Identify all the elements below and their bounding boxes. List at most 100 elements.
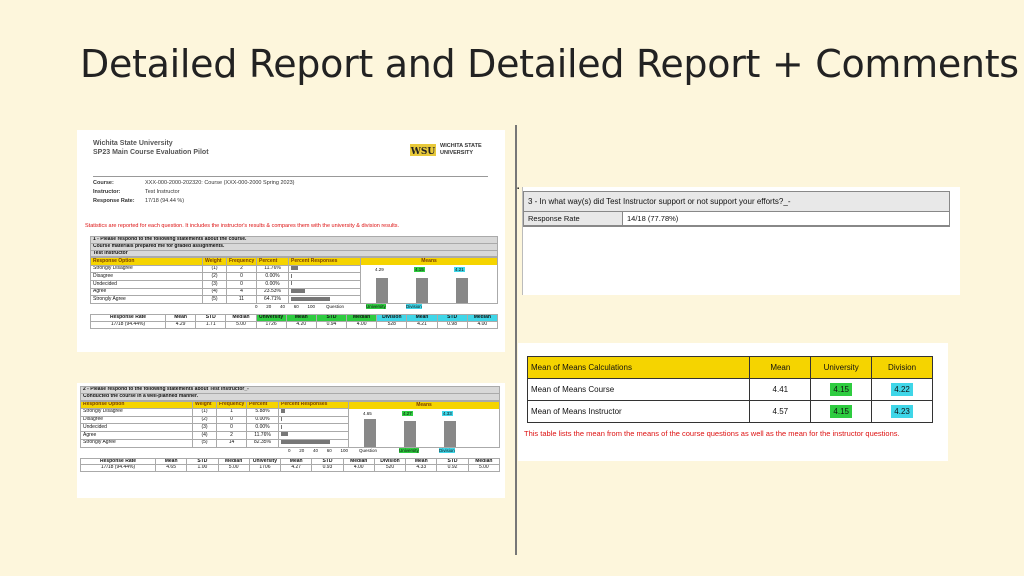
cell-freq: 0 [216, 423, 247, 432]
stats-value: 0.92 [436, 464, 469, 472]
stats-value: 5.00 [467, 464, 501, 472]
stats-value: 0.94 [315, 321, 348, 329]
cell-option: Undecided [80, 423, 193, 432]
mean-of-means-panel: Mean of Means Calculations Mean Universi… [518, 343, 948, 461]
axis-tick: 40 [279, 304, 285, 310]
response-row: Undecided (3) 0 0.00% [80, 423, 349, 432]
cell-pct: 0.00% [246, 415, 279, 425]
stats-header: STD [436, 314, 468, 322]
svg-text:WSU: WSU [410, 147, 435, 157]
means-chart: 4.29 4.15 4.21 [361, 265, 497, 304]
cell-option: Undecided [90, 280, 203, 289]
course-value: XXX-000-2000-202320: Course (XXX-000-200… [145, 180, 295, 186]
stats-value: 0.93 [311, 464, 344, 472]
cell-option: Strongly Agree [80, 438, 193, 448]
percent-bar [281, 432, 289, 437]
stats-header: Median [466, 314, 499, 322]
axis-tick: 20 [299, 447, 305, 453]
percent-bar [281, 440, 331, 445]
stats-header: STD [436, 457, 469, 466]
marker-glyph: ▪ [517, 186, 520, 192]
mom-header-university: University [810, 356, 873, 379]
mean-category-label: Question [326, 304, 345, 310]
stats-value: 1.71 [195, 321, 227, 329]
mom-mean: 4.41 [749, 378, 812, 401]
stats-header: Division [376, 314, 408, 322]
percent-axis: 0 20 40 60 100 [288, 448, 348, 456]
mean-value-label: 4.27 [402, 410, 413, 416]
question-1-table: 1 - Please respond to the following stat… [90, 236, 499, 329]
mean-value-label: 4.15 [414, 267, 425, 273]
stats-header: Median [346, 314, 378, 322]
course-label: Course: [93, 180, 114, 186]
logo-text: WICHITA STATE UNIVERSITY [440, 143, 482, 156]
mom-label: Mean of Means Course [526, 378, 751, 401]
cell-freq: 1 [216, 407, 247, 417]
cell-pct: 11.76% [246, 431, 279, 440]
stats-value: 4.65 [154, 464, 188, 472]
mean-bar [404, 420, 416, 447]
stats-value: 4.00 [342, 464, 375, 472]
percent-axis: 0 20 40 60 100 [255, 304, 315, 312]
cell-percent-bar [278, 423, 349, 432]
cell-pct: 5.88% [246, 407, 279, 417]
response-row: Strongly Disagree (1) 1 5.88% [80, 407, 349, 417]
comments-report-panel: 3 - In what way(s) did Test Instructor s… [522, 187, 960, 295]
stats-header: STD [315, 314, 348, 322]
axis-tick: 100 [307, 304, 315, 310]
cell-percent-bar [288, 272, 361, 282]
stats-header: Mean [406, 314, 438, 322]
rate-label: Response Rate: [93, 198, 135, 204]
cell-percent-bar [278, 407, 349, 417]
shocker-logo-icon: WSU [410, 144, 436, 157]
response-row: Agree (4) 4 23.53% [90, 287, 361, 297]
cell-weight: (5) [202, 295, 227, 305]
axis-tick: 20 [266, 304, 272, 310]
stats-value: 0.98 [436, 321, 468, 329]
cell-freq: 2 [216, 431, 247, 440]
response-row: Agree (4) 2 11.76% [80, 431, 349, 440]
cell-weight: (5) [192, 438, 217, 448]
stats-header: Median [467, 457, 501, 466]
rate-value: 17/18 (94.44 %) [145, 198, 185, 204]
cell-option: Agree [90, 287, 203, 297]
cell-weight: (3) [192, 423, 217, 432]
col-response-option: Response Option [90, 257, 203, 266]
response-row: Disagree (2) 0 0.00% [80, 415, 349, 425]
instructor-label: Instructor: [93, 189, 121, 195]
stats-header: Mean [164, 314, 197, 322]
cell-option: Strongly Disagree [90, 264, 203, 274]
report-header: Wichita State University SP23 Main Cours… [93, 140, 209, 156]
question-title: 2 - Please respond to the following stat… [80, 386, 500, 394]
mean-bar [376, 277, 388, 304]
cell-pct: 0.00% [256, 272, 289, 282]
stats-value: 5.00 [225, 321, 257, 329]
cell-pct: 11.76% [256, 264, 289, 274]
stats-header: STD [311, 457, 344, 466]
cell-freq: 0 [226, 272, 257, 282]
col-percent: Percent [256, 257, 289, 266]
question-title: 1 - Please respond to the following stat… [90, 236, 498, 244]
instructor-value: Test Instructor [145, 189, 180, 195]
stats-value: 4.00 [466, 321, 499, 329]
cell-pct: 82.35% [246, 438, 279, 448]
mom-university: 4.15 [830, 405, 852, 418]
response-row: Strongly Agree (5) 11 64.71% [90, 295, 361, 305]
mean-category-label: University [399, 447, 419, 453]
cell-option: Agree [80, 431, 193, 440]
stats-value: 1706 [248, 464, 282, 472]
percent-bar [291, 289, 306, 294]
stats-value: 1.00 [186, 464, 219, 472]
means-labels: Question University Division [348, 447, 500, 456]
stats-header: STD [195, 314, 227, 322]
mean-category-label: Division [406, 304, 422, 310]
cell-pct: 23.53% [256, 287, 289, 297]
axis-tick: 100 [340, 447, 348, 453]
cell-weight: (1) [192, 407, 217, 417]
stats-value: 4.33 [405, 464, 438, 472]
cell-freq: 0 [226, 280, 257, 289]
cell-weight: (1) [202, 264, 227, 274]
stats-value: 17/18 (94.44%) [80, 464, 156, 472]
stats-header: Median [342, 457, 375, 466]
cell-option: Strongly Agree [90, 295, 203, 305]
